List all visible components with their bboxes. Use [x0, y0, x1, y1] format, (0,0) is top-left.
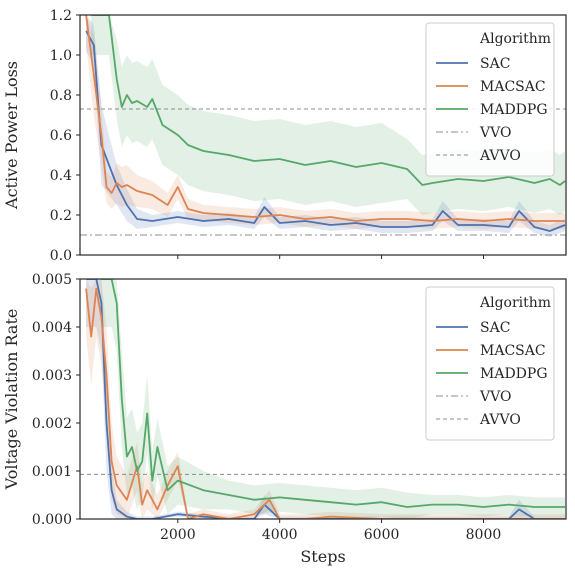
y-tick-label: 1.0	[50, 48, 72, 64]
y-tick-label: 0.003	[32, 368, 72, 384]
legend-label-maddpg: MADDPG	[480, 366, 548, 382]
y-tick-label: 0.8	[50, 88, 72, 104]
legend-box	[425, 286, 555, 441]
legend-label-avvo: AVVO	[479, 412, 521, 428]
plot-content	[80, 279, 566, 519]
x-tick-label: 2000	[160, 527, 196, 543]
legend-label-vvo: VVO	[479, 389, 511, 405]
legend-title: Algorithm	[479, 31, 551, 47]
y-tick-label: 0.6	[50, 128, 72, 144]
y-tick-label: 0.2	[50, 208, 72, 224]
axes-frame	[79, 278, 567, 520]
legend-title: Algorithm	[479, 295, 551, 311]
legend-label-macsac: MACSAC	[480, 79, 546, 95]
legend: Algorithm SAC MACSAC MADDPG VVO AVVO	[425, 286, 555, 441]
legend-label-vvo: VVO	[479, 125, 511, 141]
x-axis-label: Steps	[300, 547, 345, 566]
legend-label-avvo: AVVO	[479, 148, 521, 164]
line-maddpg	[101, 279, 565, 508]
line-macsac	[85, 287, 565, 519]
line-macsac	[85, 15, 565, 222]
y-axis-label: Active Power Loss	[2, 61, 21, 210]
legend: Algorithm SAC MACSAC MADDPG VVO AVVO	[425, 22, 555, 177]
y-tick-label: 0.4	[50, 168, 72, 184]
line-maddpg	[91, 15, 566, 186]
legend-label-sac: SAC	[480, 320, 510, 336]
legend-label-maddpg: MADDPG	[480, 102, 548, 118]
y-tick-label: 0.002	[32, 416, 72, 432]
x-tick-label: 4000	[262, 527, 298, 543]
voltage-violation-panel: 0.000 0.001 0.002 0.003 0.004 0.005 2000 4000 60…	[2, 272, 567, 566]
y-tick-label: 0.0	[50, 248, 72, 264]
legend-label-sac: SAC	[480, 56, 510, 72]
band-macsac	[86, 279, 565, 519]
x-tick-label: 8000	[466, 527, 502, 543]
y-tick-label: 0.000	[32, 512, 72, 528]
y-tick-label: 0.001	[32, 464, 72, 480]
legend-box	[425, 22, 555, 177]
legend-label-macsac: MACSAC	[480, 343, 546, 359]
y-tick-label: 1.2	[50, 8, 72, 24]
y-tick-label: 0.004	[32, 320, 72, 336]
y-axis-label: Voltage Violation Rate	[2, 309, 21, 491]
y-tick-label: 0.005	[32, 272, 72, 288]
line-sac	[85, 30, 566, 232]
active-power-loss-panel: 0.0 0.2 0.4 0.6 0.8 1.0 1.2 Active Power Loss Al…	[2, 8, 567, 264]
x-tick-label: 6000	[364, 527, 400, 543]
